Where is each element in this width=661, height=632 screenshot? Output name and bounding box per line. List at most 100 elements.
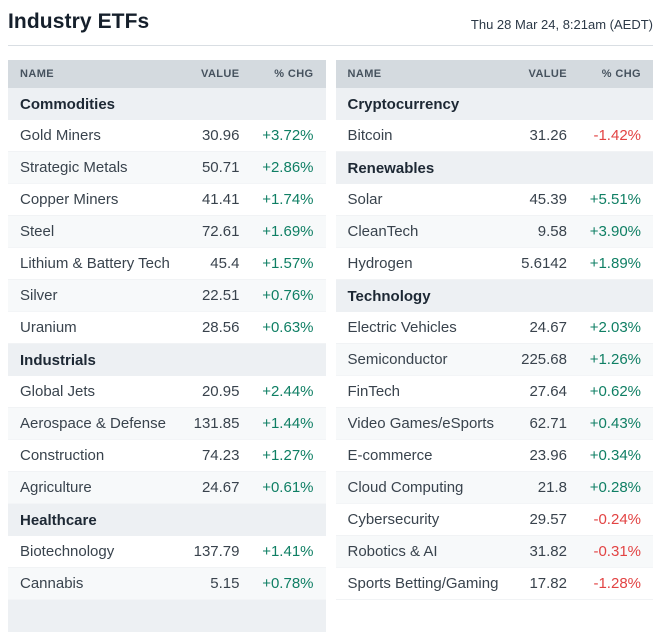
etf-name: Steel (20, 223, 55, 241)
table-body-right: Cryptocurrency Bitcoin 31.26 -1.42% Renewabl… (335, 88, 653, 601)
etf-row-cleantech[interactable]: CleanTech 9.58 +3.90% (335, 216, 653, 249)
etf-value: 29.57 (529, 511, 567, 529)
etf-row-robotics-ai[interactable]: Robotics & AI 31.82 -0.31% (335, 536, 653, 569)
etf-value: 30.96 (201, 127, 240, 145)
section-header-blank (8, 600, 326, 632)
section-header-industrials: Industrials (8, 344, 326, 377)
etf-row-cloud-computing[interactable]: Cloud Computing 21.8 +0.28% (335, 472, 653, 505)
etf-name: Hydrogen (347, 255, 413, 273)
etf-row-lithium-battery-tech[interactable]: Lithium & Battery Tech 45.4 +1.57% (8, 248, 326, 281)
section-header-commodities: Commodities (8, 88, 326, 121)
etf-value: 41.41 (201, 191, 240, 209)
etf-change: +0.76% (262, 287, 314, 305)
etf-name: Robotics & AI (347, 543, 438, 561)
etf-row-e-commerce[interactable]: E-commerce 23.96 +0.34% (335, 440, 653, 473)
etf-name: Electric Vehicles (347, 319, 457, 337)
etf-name: Strategic Metals (20, 159, 128, 177)
etf-change: +0.78% (262, 575, 314, 593)
etf-row-gold-miners[interactable]: Gold Miners 30.96 +3.72% (8, 120, 326, 153)
etf-change: +0.34% (589, 447, 641, 465)
etf-row-video-games-esports[interactable]: Video Games/eSports 62.71 +0.43% (335, 408, 653, 441)
etf-change: +0.28% (589, 479, 641, 497)
etf-value: 24.67 (201, 479, 240, 497)
etf-value: 9.58 (537, 223, 567, 241)
etf-row-solar[interactable]: Solar 45.39 +5.51% (335, 184, 653, 217)
etf-change: +0.62% (589, 383, 641, 401)
etf-row-steel[interactable]: Steel 72.61 +1.69% (8, 216, 326, 249)
etf-name: Copper Miners (20, 191, 119, 209)
etf-row-hydrogen[interactable]: Hydrogen 5.6142 +1.89% (335, 248, 653, 281)
etf-change: +1.41% (262, 543, 314, 561)
page-title: Industry ETFs (8, 10, 150, 33)
etf-row-electric-vehicles[interactable]: Electric Vehicles 24.67 +2.03% (335, 312, 653, 345)
etf-value: 5.15 (210, 575, 240, 593)
section-header-cryptocurrency: Cryptocurrency (335, 88, 653, 121)
timestamp: Thu 28 Mar 24, 8:21am (AEDT) (470, 17, 653, 33)
etf-value: 225.68 (521, 351, 567, 369)
etf-name: Lithium & Battery Tech (20, 255, 170, 273)
etf-value: 22.51 (201, 287, 240, 305)
etf-row-construction[interactable]: Construction 74.23 +1.27% (8, 440, 326, 473)
column-header-row: NAME VALUE % CHG (8, 60, 326, 89)
column-header-value: VALUE (201, 68, 240, 81)
etf-row-global-jets[interactable]: Global Jets 20.95 +2.44% (8, 376, 326, 409)
column-header-value: VALUE (528, 68, 567, 81)
etf-value: 62.71 (529, 415, 567, 433)
column-header-name: NAME (347, 68, 382, 81)
etf-row-aerospace-defense[interactable]: Aerospace & Defense 131.85 +1.44% (8, 408, 326, 441)
table-body-left: Commodities Gold Miners 30.96 +3.72% Strateg… (8, 88, 326, 632)
etf-row-cannabis[interactable]: Cannabis 5.15 +0.78% (8, 568, 326, 601)
etf-value: 137.79 (193, 543, 240, 561)
column-header-chg: % CHG (601, 68, 641, 81)
etf-change: +2.86% (262, 159, 314, 177)
etf-name: Bitcoin (347, 127, 393, 145)
etf-change: +2.03% (589, 319, 641, 337)
section-header-technology: Technology (335, 280, 653, 313)
etf-row-biotechnology[interactable]: Biotechnology 137.79 +1.41% (8, 536, 326, 569)
etf-change: +5.51% (589, 191, 641, 209)
etf-value: 50.71 (201, 159, 240, 177)
widget-header: Industry ETFs Thu 28 Mar 24, 8:21am (AED… (8, 0, 653, 34)
etf-value: 20.95 (201, 383, 240, 401)
etf-name: Silver (20, 287, 58, 305)
etf-change: +0.61% (262, 479, 314, 497)
etf-name: Video Games/eSports (347, 415, 494, 433)
etf-name: Cannabis (20, 575, 84, 593)
etf-row-sports-betting-gaming[interactable]: Sports Betting/Gaming 17.82 -1.28% (335, 568, 653, 601)
column-header-chg: % CHG (274, 68, 314, 81)
etf-row-fintech[interactable]: FinTech 27.64 +0.62% (335, 376, 653, 409)
etf-name: Biotechnology (20, 543, 115, 561)
etf-change: +1.89% (589, 255, 641, 273)
etf-change: -0.24% (593, 511, 641, 529)
etf-name: Cybersecurity (347, 511, 440, 529)
etf-row-copper-miners[interactable]: Copper Miners 41.41 +1.74% (8, 184, 326, 217)
etf-table-right: NAME VALUE % CHG Cryptocurrency Bitcoin 31… (335, 60, 653, 632)
etf-row-strategic-metals[interactable]: Strategic Metals 50.71 +2.86% (8, 152, 326, 185)
etf-row-semiconductor[interactable]: Semiconductor 225.68 +1.26% (335, 344, 653, 377)
etf-value: 17.82 (529, 575, 567, 593)
etf-row-bitcoin[interactable]: Bitcoin 31.26 -1.42% (335, 120, 653, 153)
etf-value: 31.26 (529, 127, 567, 145)
etf-row-cybersecurity[interactable]: Cybersecurity 29.57 -0.24% (335, 504, 653, 537)
etf-name: FinTech (347, 383, 401, 401)
etf-row-silver[interactable]: Silver 22.51 +0.76% (8, 280, 326, 313)
etf-name: Sports Betting/Gaming (347, 575, 499, 593)
etf-change: +1.74% (262, 191, 314, 209)
etf-row-agriculture[interactable]: Agriculture 24.67 +0.61% (8, 472, 326, 505)
etf-change: +1.57% (262, 255, 314, 273)
etf-tables: NAME VALUE % CHG Commodities Gold Miners 3… (8, 60, 653, 632)
etf-name: Construction (20, 447, 105, 465)
etf-value: 72.61 (201, 223, 240, 241)
etf-change: +3.72% (262, 127, 314, 145)
etf-change: -1.28% (593, 575, 641, 593)
etf-value: 28.56 (201, 319, 240, 337)
section-header-renewables: Renewables (335, 152, 653, 185)
etf-value: 31.82 (529, 543, 567, 561)
etf-table-left: NAME VALUE % CHG Commodities Gold Miners 3… (8, 60, 326, 632)
etf-change: +0.63% (262, 319, 314, 337)
etf-change: -0.31% (593, 543, 641, 561)
etf-value: 45.39 (529, 191, 567, 209)
etf-change: -1.42% (593, 127, 641, 145)
etf-row-uranium[interactable]: Uranium 28.56 +0.63% (8, 312, 326, 345)
